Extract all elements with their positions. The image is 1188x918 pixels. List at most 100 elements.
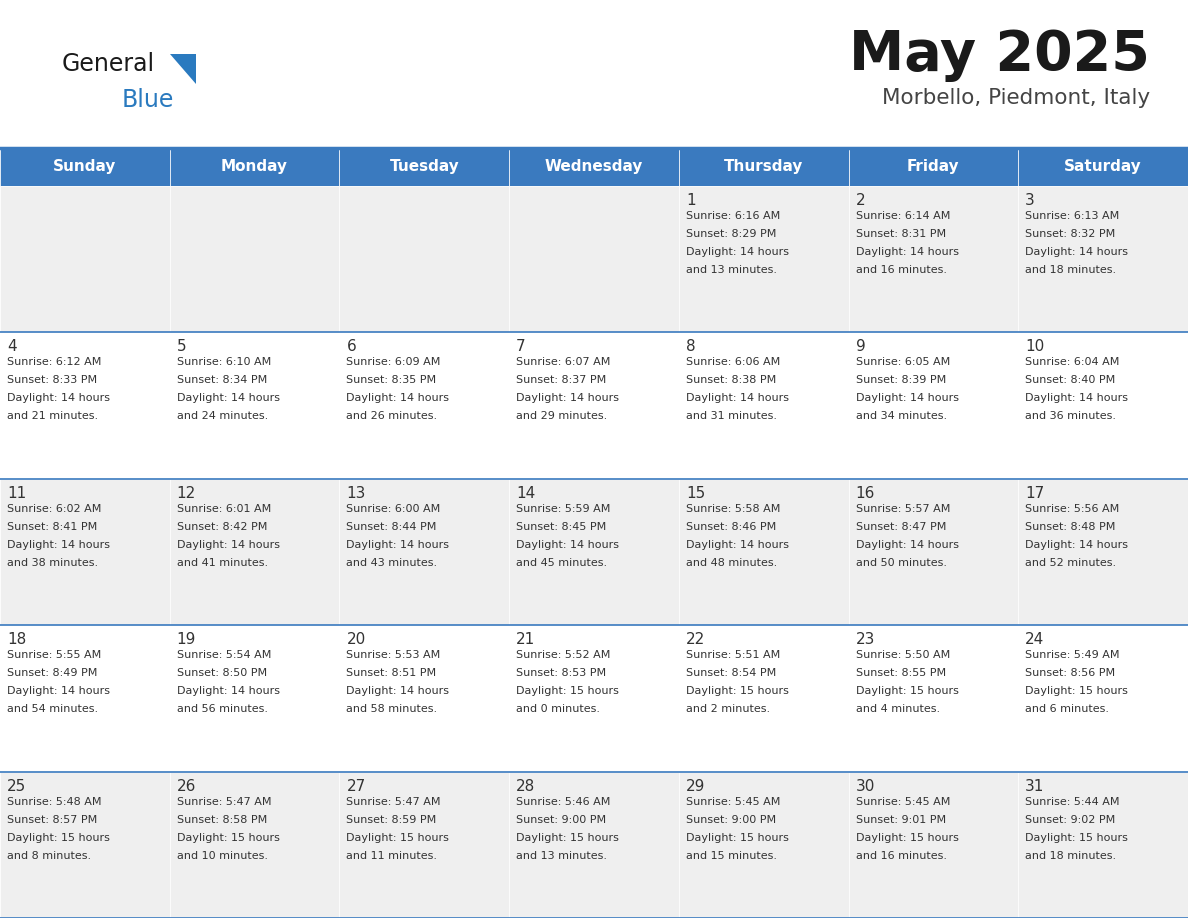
Text: and 34 minutes.: and 34 minutes. xyxy=(855,411,947,421)
Text: Daylight: 15 hours: Daylight: 15 hours xyxy=(177,833,279,843)
Text: Sunrise: 5:45 AM: Sunrise: 5:45 AM xyxy=(855,797,950,807)
Text: Sunset: 8:48 PM: Sunset: 8:48 PM xyxy=(1025,521,1116,532)
Bar xyxy=(510,332,678,479)
Text: and 13 minutes.: and 13 minutes. xyxy=(516,851,607,860)
Text: Daylight: 14 hours: Daylight: 14 hours xyxy=(1025,394,1129,403)
Bar xyxy=(848,625,1018,772)
Polygon shape xyxy=(170,54,196,84)
Bar xyxy=(1018,186,1188,332)
Text: Sunset: 8:44 PM: Sunset: 8:44 PM xyxy=(347,521,437,532)
Text: and 48 minutes.: and 48 minutes. xyxy=(685,558,777,568)
Text: 21: 21 xyxy=(516,633,536,647)
Text: Sunset: 8:54 PM: Sunset: 8:54 PM xyxy=(685,668,776,678)
Text: and 6 minutes.: and 6 minutes. xyxy=(1025,704,1110,714)
Text: 9: 9 xyxy=(855,340,865,354)
Text: and 11 minutes.: and 11 minutes. xyxy=(347,851,437,860)
Text: and 43 minutes.: and 43 minutes. xyxy=(347,558,437,568)
Bar xyxy=(340,625,510,772)
Text: Daylight: 15 hours: Daylight: 15 hours xyxy=(516,833,619,843)
Text: Daylight: 15 hours: Daylight: 15 hours xyxy=(685,833,789,843)
Text: 3: 3 xyxy=(1025,193,1035,208)
Bar xyxy=(0,186,170,332)
Text: and 52 minutes.: and 52 minutes. xyxy=(1025,558,1117,568)
Text: Sunrise: 5:52 AM: Sunrise: 5:52 AM xyxy=(516,650,611,660)
Text: Sunrise: 6:10 AM: Sunrise: 6:10 AM xyxy=(177,357,271,367)
Bar xyxy=(340,186,510,332)
Text: Sunrise: 5:59 AM: Sunrise: 5:59 AM xyxy=(516,504,611,514)
Bar xyxy=(1018,479,1188,625)
Bar xyxy=(678,186,848,332)
Text: Sunset: 8:40 PM: Sunset: 8:40 PM xyxy=(1025,375,1116,386)
Text: Sunset: 8:39 PM: Sunset: 8:39 PM xyxy=(855,375,946,386)
Text: Daylight: 15 hours: Daylight: 15 hours xyxy=(1025,686,1129,696)
Bar xyxy=(0,332,170,479)
Text: Sunset: 8:57 PM: Sunset: 8:57 PM xyxy=(7,814,97,824)
Text: Sunset: 8:49 PM: Sunset: 8:49 PM xyxy=(7,668,97,678)
Bar xyxy=(0,625,170,772)
Text: 5: 5 xyxy=(177,340,187,354)
Text: 23: 23 xyxy=(855,633,874,647)
Text: Sunset: 8:38 PM: Sunset: 8:38 PM xyxy=(685,375,776,386)
Text: and 18 minutes.: and 18 minutes. xyxy=(1025,265,1117,275)
Text: Sunset: 8:50 PM: Sunset: 8:50 PM xyxy=(177,668,267,678)
Text: Daylight: 14 hours: Daylight: 14 hours xyxy=(685,247,789,257)
Bar xyxy=(1018,625,1188,772)
Text: Sunset: 8:37 PM: Sunset: 8:37 PM xyxy=(516,375,606,386)
Text: and 50 minutes.: and 50 minutes. xyxy=(855,558,947,568)
Text: 7: 7 xyxy=(516,340,526,354)
Text: Daylight: 15 hours: Daylight: 15 hours xyxy=(855,833,959,843)
Text: and 29 minutes.: and 29 minutes. xyxy=(516,411,607,421)
Text: Daylight: 15 hours: Daylight: 15 hours xyxy=(516,686,619,696)
Text: 15: 15 xyxy=(685,486,706,501)
Text: 4: 4 xyxy=(7,340,17,354)
Text: 1: 1 xyxy=(685,193,695,208)
Text: and 10 minutes.: and 10 minutes. xyxy=(177,851,267,860)
Text: 30: 30 xyxy=(855,778,874,793)
Bar xyxy=(848,186,1018,332)
Text: 28: 28 xyxy=(516,778,536,793)
Text: and 31 minutes.: and 31 minutes. xyxy=(685,411,777,421)
Text: and 16 minutes.: and 16 minutes. xyxy=(855,851,947,860)
Text: Daylight: 14 hours: Daylight: 14 hours xyxy=(1025,540,1129,550)
Text: Sunset: 9:02 PM: Sunset: 9:02 PM xyxy=(1025,814,1116,824)
Text: Sunrise: 5:44 AM: Sunrise: 5:44 AM xyxy=(1025,797,1120,807)
Text: Daylight: 14 hours: Daylight: 14 hours xyxy=(516,394,619,403)
Text: Sunset: 8:47 PM: Sunset: 8:47 PM xyxy=(855,521,946,532)
Bar xyxy=(510,148,678,186)
Text: 10: 10 xyxy=(1025,340,1044,354)
Text: 14: 14 xyxy=(516,486,536,501)
Text: Sunset: 9:00 PM: Sunset: 9:00 PM xyxy=(516,814,606,824)
Text: Sunrise: 5:48 AM: Sunrise: 5:48 AM xyxy=(7,797,101,807)
Text: and 41 minutes.: and 41 minutes. xyxy=(177,558,267,568)
Bar xyxy=(510,625,678,772)
Text: Sunset: 8:51 PM: Sunset: 8:51 PM xyxy=(347,668,436,678)
Text: Sunrise: 5:47 AM: Sunrise: 5:47 AM xyxy=(177,797,271,807)
Bar xyxy=(170,148,340,186)
Text: Wednesday: Wednesday xyxy=(545,160,643,174)
Text: and 18 minutes.: and 18 minutes. xyxy=(1025,851,1117,860)
Text: Daylight: 14 hours: Daylight: 14 hours xyxy=(7,686,110,696)
Bar xyxy=(678,332,848,479)
Text: 16: 16 xyxy=(855,486,874,501)
Text: Daylight: 14 hours: Daylight: 14 hours xyxy=(7,540,110,550)
Bar xyxy=(678,772,848,918)
Text: Sunset: 8:56 PM: Sunset: 8:56 PM xyxy=(1025,668,1116,678)
Text: Sunrise: 6:13 AM: Sunrise: 6:13 AM xyxy=(1025,211,1119,221)
Text: and 36 minutes.: and 36 minutes. xyxy=(1025,411,1117,421)
Text: and 16 minutes.: and 16 minutes. xyxy=(855,265,947,275)
Text: Daylight: 14 hours: Daylight: 14 hours xyxy=(347,686,449,696)
Bar xyxy=(1018,148,1188,186)
Bar xyxy=(1018,332,1188,479)
Text: Daylight: 15 hours: Daylight: 15 hours xyxy=(855,686,959,696)
Text: 24: 24 xyxy=(1025,633,1044,647)
Text: Daylight: 14 hours: Daylight: 14 hours xyxy=(177,540,279,550)
Text: and 45 minutes.: and 45 minutes. xyxy=(516,558,607,568)
Text: and 21 minutes.: and 21 minutes. xyxy=(7,411,99,421)
Bar xyxy=(170,479,340,625)
Text: Friday: Friday xyxy=(908,160,960,174)
Text: Morbello, Piedmont, Italy: Morbello, Piedmont, Italy xyxy=(881,88,1150,108)
Text: Sunset: 9:01 PM: Sunset: 9:01 PM xyxy=(855,814,946,824)
Text: 22: 22 xyxy=(685,633,706,647)
Text: 27: 27 xyxy=(347,778,366,793)
Text: and 4 minutes.: and 4 minutes. xyxy=(855,704,940,714)
